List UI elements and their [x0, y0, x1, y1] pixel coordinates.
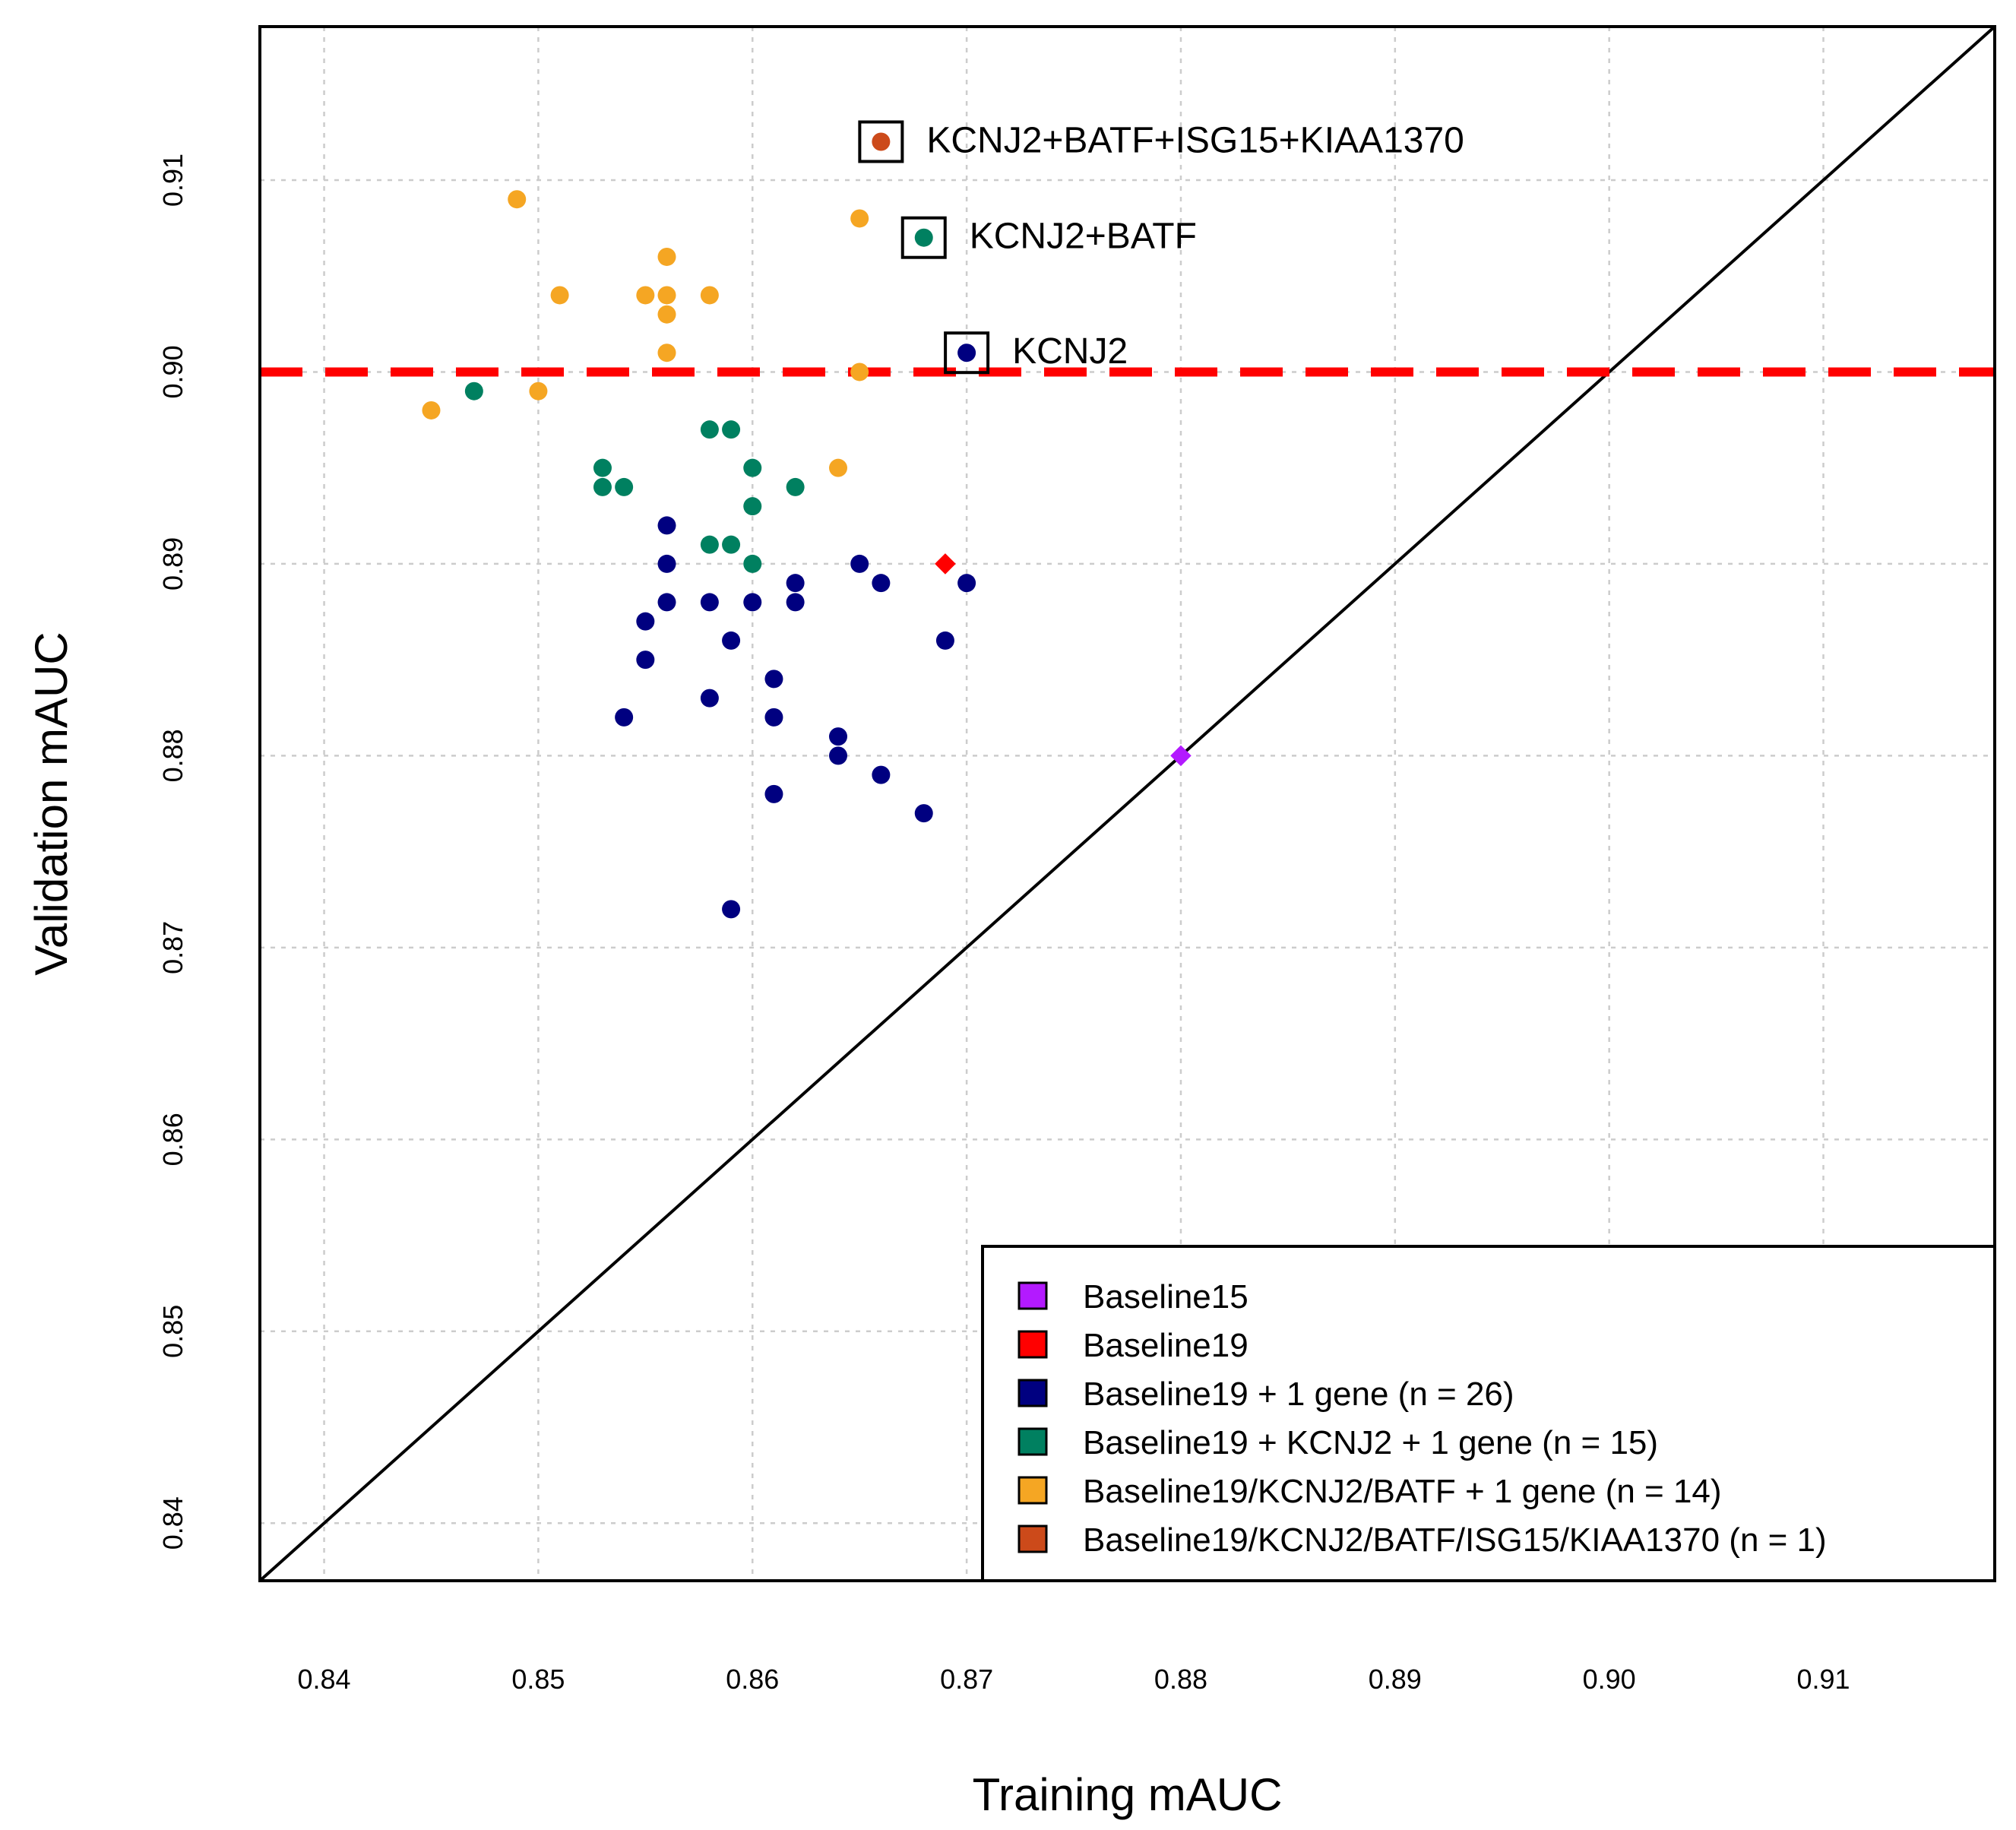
highlight-box — [900, 216, 947, 259]
data-point — [850, 363, 869, 382]
legend-label: Baseline19/KCNJ2/BATF/ISG15/KIAA1370 (n … — [1083, 1521, 1827, 1559]
data-point — [743, 458, 762, 477]
data-point — [872, 132, 891, 151]
data-point — [850, 554, 869, 573]
tick-labels: 0.84 0.85 0.86 0.87 0.88 0.89 0.90 0.91 0.84 0.85… — [157, 154, 1850, 1695]
y-tick-label: 0.85 — [157, 1305, 188, 1358]
x-tick-label: 0.88 — [1154, 1664, 1207, 1695]
data-point — [764, 784, 783, 803]
x-tick-label: 0.84 — [298, 1664, 351, 1695]
x-tick-label: 0.89 — [1369, 1664, 1422, 1695]
data-point — [657, 593, 676, 612]
data-point — [722, 900, 741, 919]
data-point — [529, 382, 548, 401]
data-point — [593, 477, 612, 496]
data-point — [657, 344, 676, 363]
data-point — [914, 228, 933, 247]
data-point — [722, 535, 741, 554]
data-point — [722, 631, 741, 650]
reference-lines — [258, 25, 1996, 1582]
data-point — [464, 382, 483, 401]
data-point — [593, 458, 612, 477]
y-tick-label: 0.88 — [157, 729, 188, 782]
data-point — [700, 535, 719, 554]
x-tick-label: 0.91 — [1796, 1664, 1850, 1695]
data-point — [743, 554, 762, 573]
data-point — [615, 708, 634, 727]
data-point — [829, 727, 847, 746]
data-point — [935, 553, 956, 575]
data-point — [1170, 745, 1192, 767]
y-tick-label: 0.84 — [157, 1496, 188, 1550]
data-point — [764, 708, 783, 727]
legend-box — [981, 1245, 1996, 1582]
x-tick-label: 0.85 — [511, 1664, 565, 1695]
identity-line — [258, 25, 1996, 1582]
data-point — [786, 574, 805, 593]
data-point — [935, 631, 954, 650]
data-points — [422, 132, 1192, 919]
data-point — [829, 458, 847, 477]
y-tick-label: 0.90 — [157, 345, 188, 398]
grid — [260, 27, 1995, 1581]
legend-swatch — [1017, 1476, 1048, 1505]
data-point — [743, 593, 762, 612]
legend-label: Baseline19 — [1083, 1327, 1249, 1364]
data-point — [700, 689, 719, 708]
data-point — [722, 420, 741, 439]
data-point — [657, 554, 676, 573]
x-tick-label: 0.90 — [1583, 1664, 1636, 1695]
legend-swatch — [1017, 1524, 1048, 1553]
y-tick-label: 0.91 — [157, 154, 188, 207]
data-point — [657, 516, 676, 535]
data-point — [872, 574, 891, 593]
data-point — [743, 497, 762, 516]
y-tick-label: 0.86 — [157, 1113, 188, 1166]
legend-swatch — [1017, 1427, 1048, 1456]
data-point — [615, 477, 634, 496]
data-point — [872, 765, 891, 784]
legend-label: Baseline19 + 1 gene (n = 26) — [1083, 1376, 1514, 1413]
data-point — [914, 804, 933, 823]
y-tick-label: 0.87 — [157, 921, 188, 974]
data-point — [829, 746, 847, 765]
data-point — [850, 209, 869, 228]
data-point — [636, 651, 655, 670]
data-point — [786, 477, 805, 496]
data-point — [957, 344, 976, 363]
highlight-box — [858, 120, 904, 163]
x-axis-title: Training mAUC — [973, 1769, 1283, 1820]
annotation-label: KCNJ2+BATF — [970, 217, 1197, 257]
data-point — [700, 420, 719, 439]
data-point — [786, 593, 805, 612]
x-tick-label: 0.87 — [940, 1664, 993, 1695]
data-point — [636, 286, 655, 305]
annotation-label: KCNJ2 — [1012, 331, 1128, 372]
data-point — [700, 286, 719, 305]
x-tick-label: 0.86 — [726, 1664, 779, 1695]
data-point — [700, 593, 719, 612]
data-point — [422, 401, 441, 420]
legend-label: Baseline19/KCNJ2/BATF + 1 gene (n = 14) — [1083, 1473, 1722, 1510]
annotation-label: KCNJ2+BATF+ISG15+KIAA1370 — [926, 120, 1464, 160]
annotations: KCNJ2+BATF+ISG15+KIAA1370 KCNJ2+BATF KCNJ2 — [858, 120, 1464, 375]
legend-label: Baseline15 — [1083, 1278, 1249, 1316]
legend-swatch — [1017, 1379, 1048, 1407]
legend-swatch — [1017, 1281, 1048, 1310]
data-point — [550, 286, 569, 305]
legend-swatch — [1017, 1330, 1048, 1359]
data-point — [636, 612, 655, 631]
legend: Baseline15 Baseline19 Baseline19 + 1 gene … — [981, 1245, 1996, 1582]
legend-label: Baseline19 + KCNJ2 + 1 gene (n = 15) — [1083, 1424, 1658, 1461]
data-point — [657, 305, 676, 324]
y-tick-label: 0.89 — [157, 537, 188, 590]
data-point — [957, 574, 976, 593]
data-point — [764, 670, 783, 689]
y-axis-title: Validation mAUC — [26, 632, 77, 975]
data-point — [657, 247, 676, 266]
highlight-box — [944, 331, 990, 375]
data-point — [657, 286, 676, 305]
data-point — [508, 190, 527, 209]
